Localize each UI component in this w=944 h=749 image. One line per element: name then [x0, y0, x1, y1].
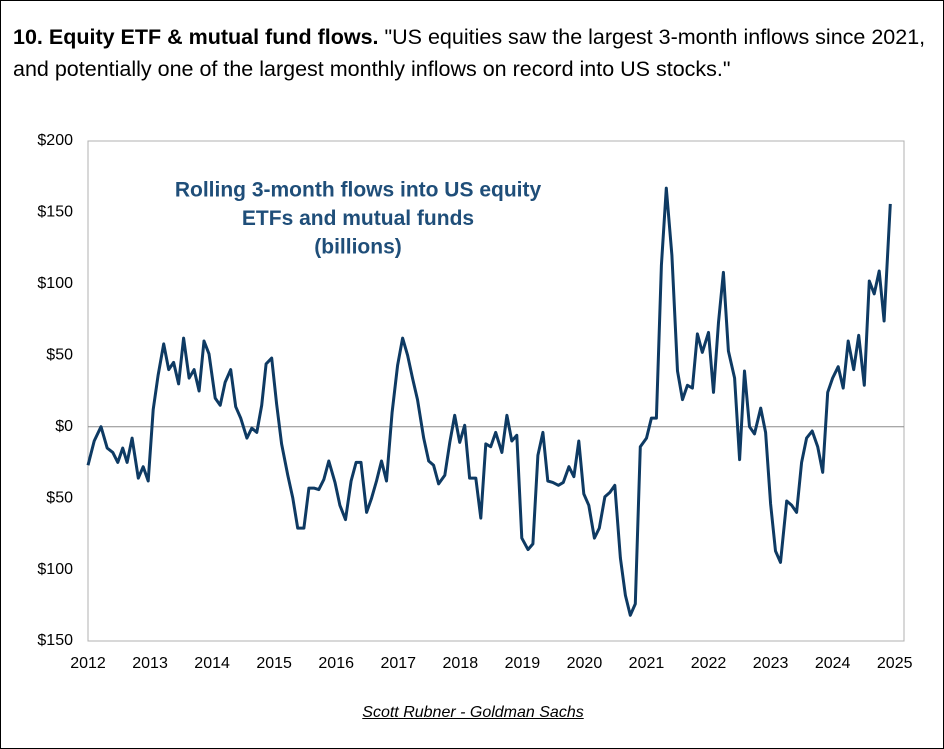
x-tick-label: 2013 [132, 655, 168, 672]
y-tick-label: $150 [37, 632, 73, 649]
header-quote: "US equities saw the largest 3-month inf… [13, 25, 926, 81]
chart-title: Rolling 3-month flows into US equity [175, 179, 542, 202]
x-tick-label: 2020 [567, 655, 603, 672]
header: 10. Equity ETF & mutual fund flows. "US … [13, 21, 928, 85]
x-tick-label: 2015 [256, 655, 292, 672]
chart-title: ETFs and mutual funds [242, 207, 474, 230]
x-tick-label: 2019 [505, 655, 541, 672]
chart-title: (billions) [314, 236, 402, 259]
flow-line [86, 186, 892, 617]
header-label: 10. Equity ETF & mutual fund flows. [13, 25, 379, 49]
y-tick-label: $100 [37, 275, 73, 292]
x-tick-label: 2012 [70, 655, 106, 672]
x-tick-label: 2023 [753, 655, 789, 672]
chart: $200 $150 $100 $50 $0 $50 $100 $150 2012 2013 2014… [37, 132, 913, 672]
x-tick-label: 2021 [629, 655, 665, 672]
x-tick-label: 2014 [194, 655, 230, 672]
plot-area [87, 140, 905, 642]
y-tick-label: $100 [37, 561, 73, 578]
y-tick-label: $50 [46, 347, 73, 364]
x-tick-label: 2017 [380, 655, 416, 672]
y-tick-label: $200 [37, 132, 73, 149]
x-tick-label: 2016 [318, 655, 354, 672]
y-tick-label: $50 [46, 489, 73, 506]
source: Scott Rubner - Goldman Sachs [362, 704, 584, 721]
y-tick-label: $0 [55, 418, 73, 435]
x-tick-label: 2025 [877, 655, 913, 672]
x-tick-label: 2022 [691, 655, 727, 672]
y-tick-label: $150 [37, 204, 73, 221]
x-tick-label: 2024 [815, 655, 851, 672]
x-tick-label: 2018 [443, 655, 479, 672]
